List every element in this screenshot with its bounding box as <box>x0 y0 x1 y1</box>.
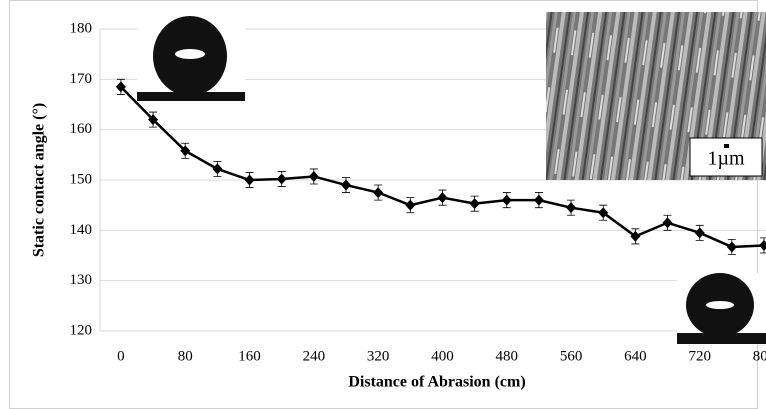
data-point <box>244 174 255 186</box>
data-point <box>759 239 766 251</box>
data-point <box>373 187 384 199</box>
x-tick-label: 400 <box>431 348 454 364</box>
data-point <box>405 199 416 211</box>
data-point <box>501 194 512 206</box>
data-point <box>566 202 577 214</box>
y-axis-title: Static contact angle (°) <box>31 103 48 257</box>
data-point <box>212 163 223 175</box>
drop-inset-top <box>137 14 245 101</box>
y-tick-label: 140 <box>70 222 93 238</box>
data-point <box>662 217 673 229</box>
data-point <box>115 81 126 93</box>
x-tick-label: 0 <box>117 348 125 364</box>
x-axis-title: Distance of Abrasion (cm) <box>348 374 525 391</box>
x-tick-label: 480 <box>496 348 519 364</box>
y-tick-label: 180 <box>70 20 93 36</box>
data-point <box>726 241 737 253</box>
x-tick-label: 800 <box>753 348 766 364</box>
y-tick-label: 130 <box>70 272 93 288</box>
data-point <box>340 179 351 191</box>
y-tick-label: 160 <box>70 121 93 137</box>
data-point <box>276 173 287 185</box>
x-tick-label: 640 <box>624 348 647 364</box>
data-point <box>148 114 159 126</box>
drop-inset-bottom <box>677 273 766 344</box>
scale-label: 1µm <box>707 148 745 170</box>
x-tick-label: 720 <box>688 348 711 364</box>
data-point <box>469 198 480 210</box>
data-point <box>630 230 641 242</box>
y-tick-label: 120 <box>70 322 93 338</box>
data-point <box>180 145 191 157</box>
y-tick-label: 150 <box>70 171 93 187</box>
data-point <box>308 170 319 182</box>
x-tick-label: 320 <box>367 348 390 364</box>
y-tick-label: 170 <box>70 71 93 87</box>
x-tick-label: 160 <box>238 348 261 364</box>
sem-inset: 1µm <box>546 12 766 180</box>
data-point <box>598 207 609 219</box>
x-tick-label: 240 <box>303 348 326 364</box>
x-tick-label: 560 <box>560 348 583 364</box>
x-tick-label: 80 <box>178 348 193 364</box>
data-point <box>437 192 448 204</box>
data-point <box>533 194 544 206</box>
data-point <box>694 227 705 239</box>
